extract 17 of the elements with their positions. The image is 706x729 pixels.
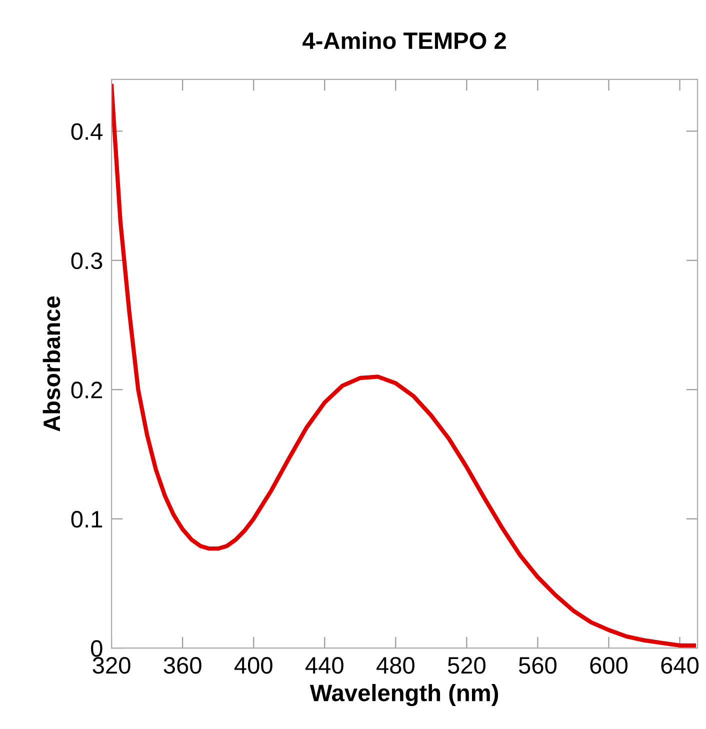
x-tick-label: 400 — [234, 657, 272, 674]
y-tick-label: 0.1 — [71, 510, 102, 528]
x-tick-label: 600 — [590, 657, 628, 674]
x-tick-label: 440 — [305, 657, 344, 674]
x-tick-label: 520 — [448, 657, 486, 674]
x-tick-label: 640 — [661, 657, 699, 674]
x-axis-title: Wavelength (nm) — [310, 684, 498, 706]
x-tick-label: 480 — [376, 657, 414, 674]
chart-title: 4-Amino TEMPO 2 — [302, 32, 506, 50]
x-tick-label: 320 — [92, 657, 130, 674]
y-tick-label: 0.3 — [71, 252, 102, 270]
y-axis-title: Absorbance — [42, 296, 60, 432]
y-tick-label: 0.4 — [71, 123, 103, 140]
y-tick-label: 0.2 — [71, 382, 102, 398]
x-tick-label: 360 — [164, 657, 202, 674]
x-tick-label: 560 — [518, 657, 556, 674]
y-tick-label: 0 — [91, 640, 102, 657]
